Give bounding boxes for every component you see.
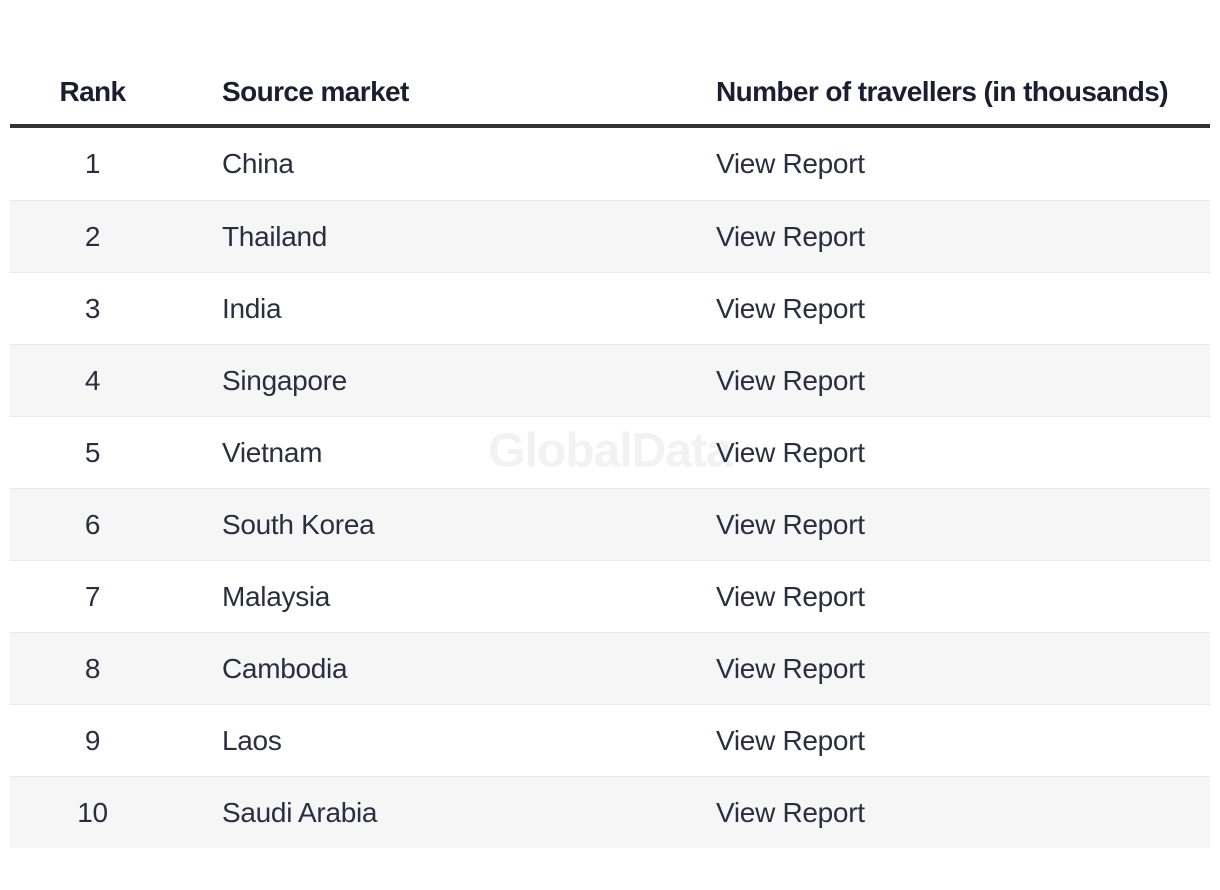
source-market-cell: Vietnam — [222, 436, 323, 468]
view-report-link[interactable]: View Report — [716, 436, 865, 468]
source-market-cell: South Korea — [222, 508, 375, 540]
table-row: 8 Cambodia View Report — [10, 632, 1210, 704]
travellers-cell: View Report — [716, 725, 1210, 757]
view-report-link[interactable]: View Report — [716, 508, 865, 540]
view-report-link[interactable]: View Report — [716, 580, 865, 612]
view-report-link[interactable]: View Report — [716, 796, 865, 828]
source-market-cell: Cambodia — [222, 652, 348, 684]
view-report-link[interactable]: View Report — [716, 148, 865, 179]
rank-cell: 5 — [84, 436, 101, 468]
travellers-cell: View Report — [716, 221, 1210, 253]
table-row: 10 Saudi Arabia View Report — [10, 776, 1210, 848]
view-report-link[interactable]: View Report — [716, 364, 865, 396]
view-report-link[interactable]: View Report — [716, 724, 865, 756]
globaldata-watermark: GlobalData — [488, 424, 732, 478]
source-market-cell: India — [222, 292, 282, 324]
travellers-cell: View Report — [716, 797, 1210, 829]
table-row: 5 Vietnam View Report — [10, 416, 1210, 488]
travellers-cell: View Report — [716, 581, 1210, 613]
source-market-cell: Saudi Arabia — [222, 796, 378, 828]
source-market-cell: Thailand — [222, 220, 328, 252]
rank-cell: 1 — [84, 148, 101, 179]
rank-cell: 8 — [84, 652, 101, 684]
table-row: 4 Singapore View Report — [10, 344, 1210, 416]
rank-cell: 3 — [84, 292, 101, 324]
travellers-cell: View Report — [716, 293, 1210, 325]
table-row: 3 India View Report — [10, 272, 1210, 344]
view-report-link[interactable]: View Report — [716, 652, 865, 684]
rank-cell: 10 — [77, 796, 108, 828]
travellers-cell: View Report — [716, 148, 1210, 180]
travellers-cell: View Report — [716, 653, 1210, 685]
source-market-table: Rank Source market Number of travellers … — [10, 0, 1210, 848]
view-report-link[interactable]: View Report — [716, 292, 865, 324]
rank-cell: 9 — [84, 724, 101, 756]
travellers-cell: View Report — [716, 365, 1210, 397]
rank-cell: 4 — [84, 364, 101, 396]
table-row: 6 South Korea View Report — [10, 488, 1210, 560]
rank-cell: 2 — [84, 220, 101, 252]
source-market-cell: Malaysia — [222, 580, 331, 612]
column-header-rank: Rank — [59, 76, 126, 107]
table-body: 1 China View Report 2 Thailand View Report 3 In… — [10, 128, 1210, 848]
travellers-cell: View Report — [716, 437, 1210, 469]
table-row: 9 Laos View Report — [10, 704, 1210, 776]
table-row: 1 China View Report — [10, 128, 1210, 200]
travellers-cell: View Report — [716, 509, 1210, 541]
table-row: 2 Thailand View Report — [10, 200, 1210, 272]
column-header-number-of-travellers: Number of travellers (in thousands) — [716, 76, 1169, 107]
source-market-cell: Laos — [222, 724, 282, 756]
source-market-cell: China — [222, 148, 294, 179]
table-header-row: Rank Source market Number of travellers … — [10, 60, 1210, 128]
view-report-link[interactable]: View Report — [716, 220, 865, 252]
column-header-source-market: Source market — [222, 76, 409, 107]
rank-cell: 7 — [84, 580, 101, 612]
source-market-cell: Singapore — [222, 364, 347, 396]
rank-cell: 6 — [84, 508, 101, 540]
table-row: 7 Malaysia View Report — [10, 560, 1210, 632]
